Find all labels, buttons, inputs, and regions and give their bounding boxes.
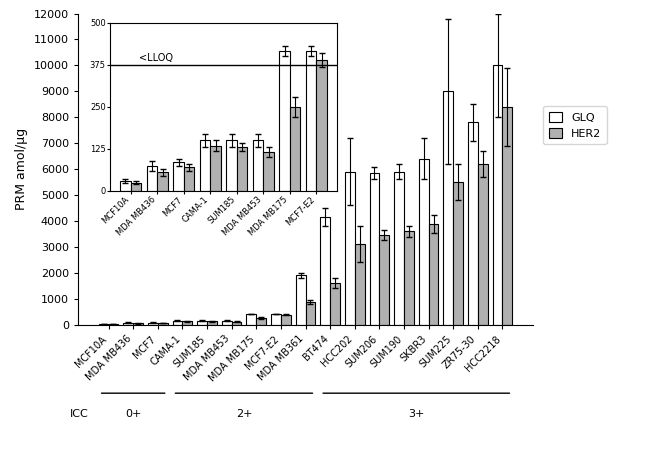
Bar xyxy=(345,172,355,325)
Bar xyxy=(281,315,291,325)
Bar xyxy=(369,173,380,325)
Bar xyxy=(355,244,365,325)
Bar xyxy=(256,318,266,325)
Bar xyxy=(172,321,183,325)
Text: 0+: 0+ xyxy=(125,409,141,419)
Bar xyxy=(99,324,109,325)
Text: 2+: 2+ xyxy=(236,409,252,419)
Bar xyxy=(380,235,389,325)
Bar xyxy=(183,321,192,325)
Bar xyxy=(502,107,512,325)
Bar xyxy=(109,324,118,325)
Bar xyxy=(246,314,256,325)
Bar xyxy=(468,123,478,325)
Bar xyxy=(271,314,281,325)
Bar xyxy=(231,322,242,325)
Bar xyxy=(306,302,315,325)
Bar xyxy=(453,182,463,325)
Bar xyxy=(419,159,428,325)
Bar xyxy=(330,283,340,325)
Bar xyxy=(222,321,231,325)
Text: 3+: 3+ xyxy=(408,409,424,419)
Bar xyxy=(478,164,488,325)
Bar xyxy=(124,323,133,325)
Bar xyxy=(133,323,143,325)
Legend: GLQ, HER2: GLQ, HER2 xyxy=(543,106,606,144)
Bar xyxy=(197,321,207,325)
Bar xyxy=(320,217,330,325)
Bar xyxy=(428,224,439,325)
Bar xyxy=(148,322,158,325)
Bar xyxy=(394,172,404,325)
Bar xyxy=(404,231,414,325)
Bar xyxy=(493,65,502,325)
Bar xyxy=(296,276,306,325)
Y-axis label: PRM amol/μg: PRM amol/μg xyxy=(16,128,29,210)
Bar xyxy=(443,92,453,325)
Bar xyxy=(207,322,217,325)
Bar xyxy=(158,323,168,325)
Text: ICC: ICC xyxy=(70,409,88,419)
